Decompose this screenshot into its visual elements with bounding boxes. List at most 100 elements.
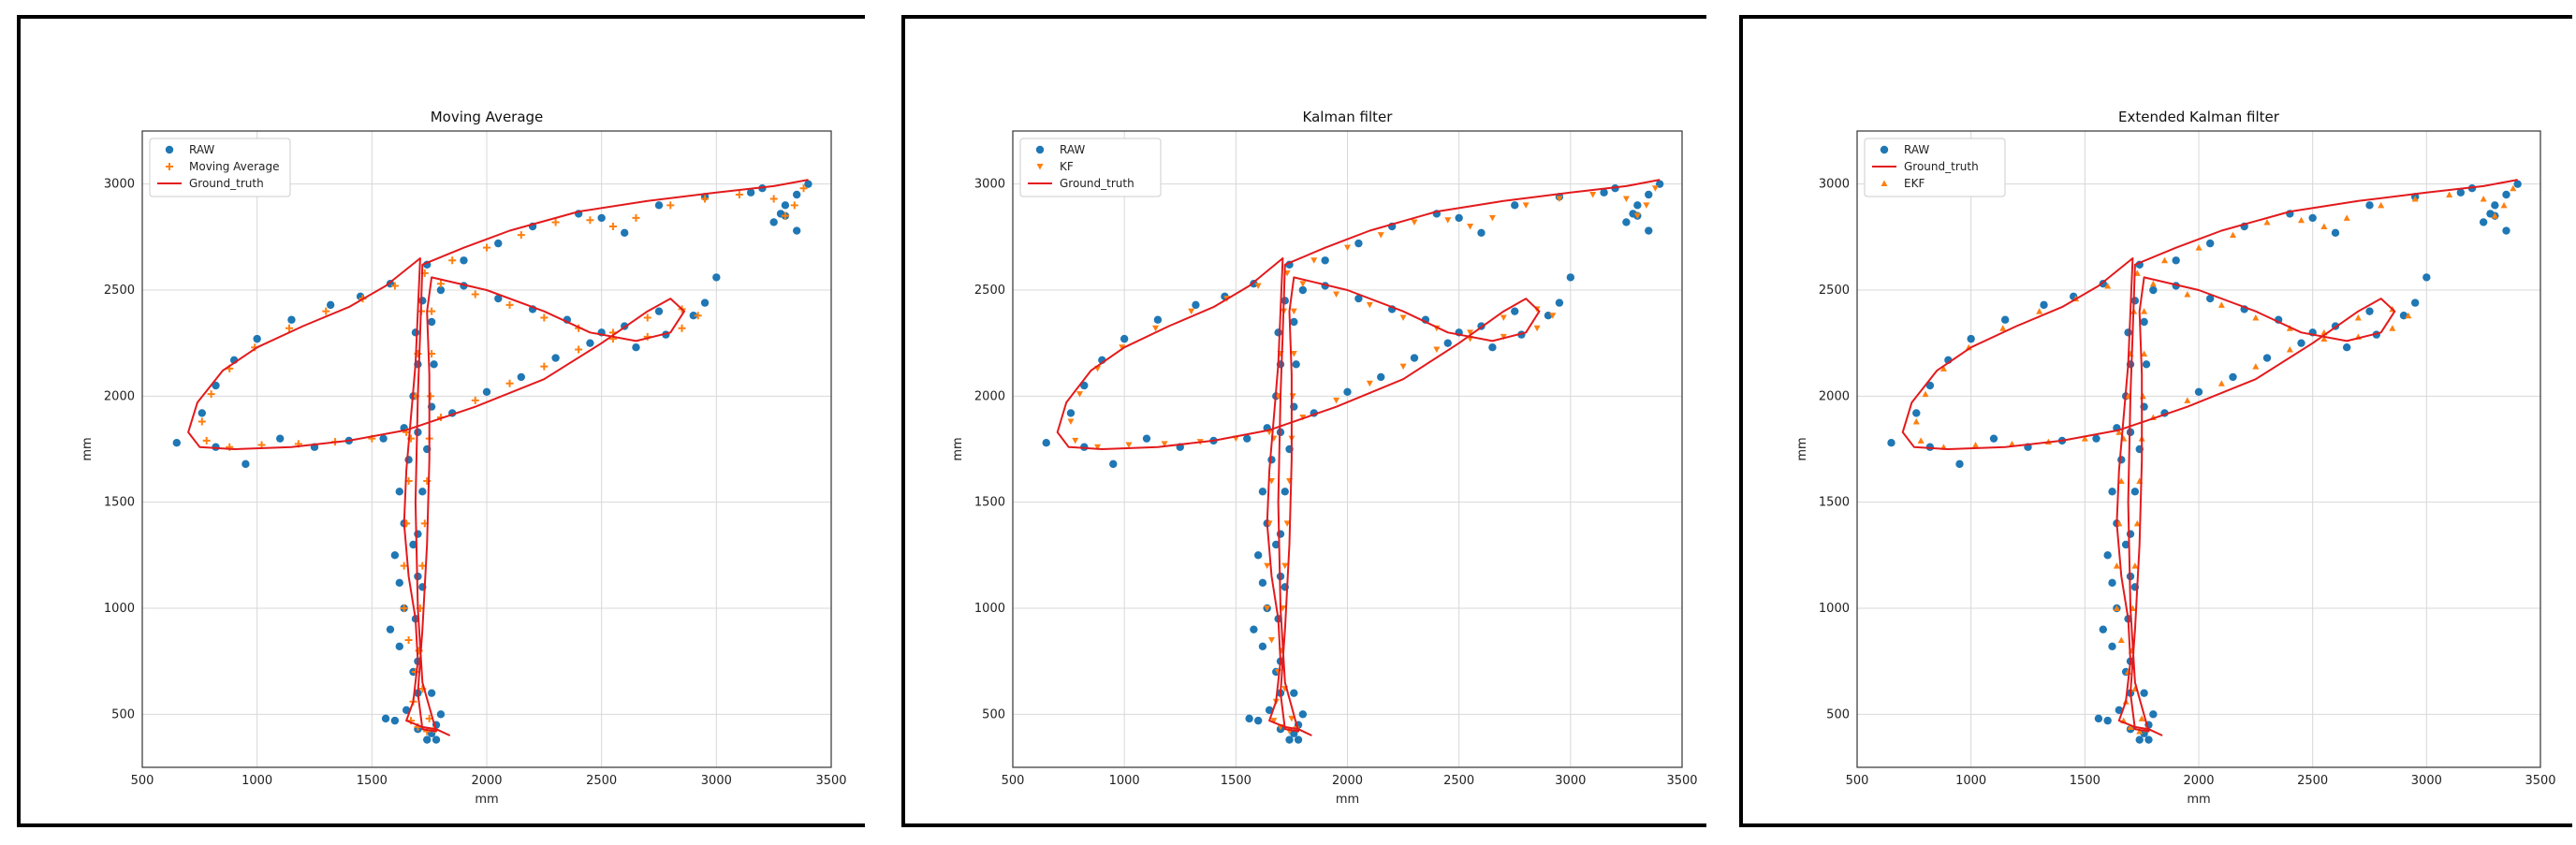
filtered-point	[2117, 636, 2125, 643]
raw-point	[1276, 530, 1285, 538]
raw-point	[1455, 213, 1463, 223]
filtered-point	[1267, 478, 1275, 485]
x-tick-label: 2000	[471, 774, 502, 788]
raw-point	[427, 689, 436, 697]
raw-point	[793, 226, 801, 235]
legend-box	[149, 138, 291, 197]
raw-point	[700, 299, 710, 307]
raw-point	[551, 354, 560, 362]
raw-point	[2108, 488, 2116, 496]
raw-point	[2108, 578, 2116, 587]
y-tick-label: 1000	[974, 602, 1005, 616]
filtered-point	[586, 216, 594, 225]
raw-point	[1477, 228, 1486, 237]
filtered-point	[400, 605, 408, 612]
filtered-point	[483, 243, 490, 252]
legend-swatch	[166, 163, 173, 170]
filtered-point	[471, 290, 479, 299]
x-tick-label: 1000	[1109, 774, 1140, 788]
raw-point	[804, 180, 812, 188]
filtered-point	[2343, 214, 2350, 221]
raw-point	[2135, 736, 2144, 744]
filtered-point	[2230, 231, 2236, 239]
filtered-point	[2136, 727, 2144, 735]
raw-point	[395, 488, 403, 496]
filtered-point	[1094, 444, 1102, 451]
raw-point	[2103, 551, 2112, 560]
legend: RAW Moving Average Ground_truth	[149, 138, 291, 197]
legend-label: RAW	[1060, 143, 1085, 156]
x-tick-label: 2000	[1332, 774, 1363, 788]
raw-point	[1629, 210, 1637, 218]
raw-point	[386, 625, 395, 634]
filtered-point	[2195, 244, 2203, 251]
filtered-point	[2500, 201, 2508, 209]
raw-point	[253, 334, 261, 343]
x-tick-label: 3500	[815, 774, 846, 788]
filtered-point	[1270, 718, 1278, 724]
filtered-point	[2411, 196, 2419, 202]
raw-point	[460, 256, 468, 265]
y-tick-label: 2500	[1819, 284, 1850, 298]
raw-point	[1253, 551, 1263, 560]
filtered-point	[2115, 429, 2123, 435]
filtered-point	[207, 390, 215, 399]
raw-point	[2149, 285, 2158, 295]
chart-title: Kalman filter	[1303, 109, 1394, 125]
raw-point	[2422, 273, 2431, 282]
filtered-point	[400, 561, 408, 570]
filtered-point	[540, 362, 549, 371]
raw-point	[1258, 578, 1267, 587]
raw-point	[395, 642, 403, 650]
x-tick-label: 1500	[1221, 774, 1251, 788]
filtered-point	[2131, 562, 2139, 569]
legend-label: EKF	[1904, 177, 1925, 190]
raw-point	[746, 188, 755, 197]
x-tick-label: 3000	[1555, 774, 1586, 788]
raw-point	[2126, 530, 2135, 538]
legend-swatch	[1881, 180, 1888, 186]
raw-point	[395, 578, 403, 587]
filtered-point	[1299, 281, 1307, 287]
filtered-point	[2133, 519, 2141, 527]
x-axis-label: mm	[475, 793, 498, 807]
filtered-point	[666, 201, 675, 210]
raw-point	[436, 285, 446, 295]
filtered-point	[1399, 314, 1407, 321]
filtered-point	[1500, 314, 1507, 321]
legend-swatch	[1036, 164, 1044, 170]
raw-point	[1298, 710, 1308, 719]
raw-point	[287, 315, 296, 324]
raw-point	[2142, 360, 2151, 369]
filtered-point	[1377, 232, 1384, 239]
raw-point	[2502, 190, 2510, 199]
filtered-point	[198, 417, 206, 426]
raw-point	[586, 339, 594, 347]
raw-point	[2092, 434, 2100, 443]
raw-point	[2331, 228, 2340, 237]
x-tick-label: 1500	[357, 774, 388, 788]
raw-point	[2000, 315, 2010, 324]
raw-point	[2121, 540, 2130, 549]
filtered-point	[1500, 333, 1507, 341]
filtered-point	[2320, 223, 2328, 229]
filtered-point	[2298, 216, 2305, 224]
y-tick-label: 500	[1826, 707, 1850, 721]
filtered-point	[2184, 291, 2191, 298]
raw-point	[689, 312, 697, 320]
legend-box	[1864, 138, 2006, 197]
filtered-point	[2252, 313, 2260, 321]
raw-point	[494, 294, 503, 303]
raw-point	[1488, 343, 1497, 352]
filtered-point	[1589, 192, 1597, 198]
filtered-point	[1267, 637, 1275, 644]
filtered-point	[1254, 283, 1262, 289]
raw-point	[712, 273, 721, 282]
filtered-point	[1264, 562, 1271, 570]
filtered-point	[701, 195, 710, 203]
raw-point	[1443, 339, 1452, 347]
x-tick-label: 500	[1002, 774, 1025, 788]
raw-point	[2149, 710, 2158, 719]
raw-point	[2479, 218, 2488, 226]
plot-frame	[1856, 130, 2541, 768]
